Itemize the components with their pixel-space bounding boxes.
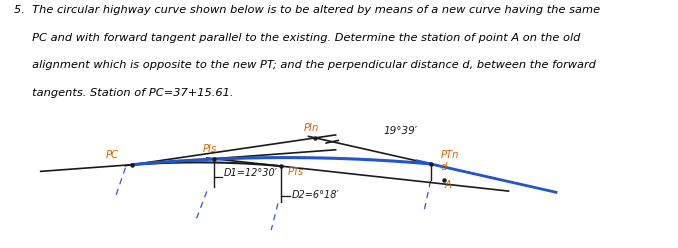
Text: A: A [444, 180, 451, 190]
Text: D1=12°30′: D1=12°30′ [224, 168, 278, 178]
Text: PC: PC [105, 150, 119, 160]
Text: PC and with forward tangent parallel to the existing. Determine the station of p: PC and with forward tangent parallel to … [14, 33, 580, 43]
Text: alignment which is opposite to the new PT; and the perpendicular distance d, bet: alignment which is opposite to the new P… [14, 61, 595, 70]
Text: D2=6°18′: D2=6°18′ [292, 190, 339, 200]
Text: tangents. Station of PC=37+15.61.: tangents. Station of PC=37+15.61. [14, 88, 233, 98]
Text: 5.  The circular highway curve shown below is to be altered by means of a new cu: 5. The circular highway curve shown belo… [14, 5, 599, 15]
Text: d: d [441, 162, 447, 172]
Text: PIs: PIs [203, 144, 218, 154]
Text: PTs: PTs [288, 167, 304, 177]
Text: PTn: PTn [441, 150, 459, 160]
Text: PIn: PIn [304, 123, 319, 133]
Text: 19°39′: 19°39′ [383, 126, 417, 136]
